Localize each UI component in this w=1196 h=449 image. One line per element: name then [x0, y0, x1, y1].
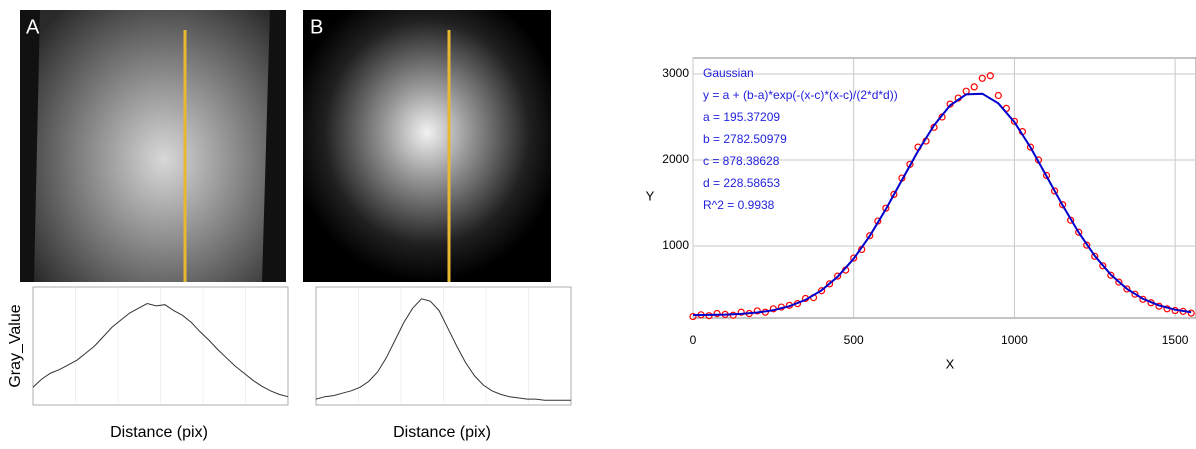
data-point [986, 72, 994, 80]
data-point [753, 307, 761, 315]
panel-label: A [26, 16, 40, 38]
data-point [970, 83, 978, 91]
x-tick-label: 500 [844, 333, 864, 347]
data-point [825, 280, 834, 288]
image-a [34, 10, 270, 282]
y-tick-label: 1000 [662, 238, 689, 252]
data-point [882, 204, 890, 212]
x-tick-label: 1000 [1001, 333, 1028, 347]
data-point [1187, 309, 1195, 317]
fit-annotation: d = 228.58653 [703, 176, 780, 190]
x-tick-label: 0 [690, 333, 697, 347]
profile-line [315, 298, 571, 401]
data-point [866, 232, 874, 240]
data-point [1091, 252, 1099, 260]
data-point [834, 272, 842, 280]
data-point [1107, 271, 1115, 279]
data-point [1083, 241, 1091, 249]
panel-label: B [310, 16, 323, 38]
data-point [1042, 171, 1051, 180]
data-point [1059, 201, 1067, 209]
fit-annotation: R^2 = 0.9938 [703, 198, 775, 212]
data-point [737, 308, 745, 316]
y-axis-label: Y [646, 188, 655, 203]
data-point [1026, 143, 1035, 151]
data-point [994, 91, 1002, 100]
data-point [1010, 117, 1019, 125]
data-point [890, 190, 898, 199]
fit-line [692, 92, 1192, 317]
y-axis-label: Gray_Value [7, 304, 24, 387]
x-tick-label: 1500 [1162, 333, 1189, 347]
image-b [303, 10, 551, 282]
x-axis-label: X [946, 356, 955, 371]
fit-annotation: Gaussian [703, 66, 754, 80]
fit-annotation: c = 878.38628 [703, 154, 780, 168]
fit-annotation: b = 2782.50979 [703, 132, 787, 146]
x-axis-label: Distance (pix) [110, 424, 208, 441]
data-point [689, 312, 697, 321]
data-point [1075, 228, 1083, 236]
y-tick-label: 3000 [662, 66, 689, 80]
y-tick-label: 2000 [662, 152, 689, 166]
data-point [1131, 290, 1139, 298]
profile-line [32, 302, 289, 398]
data-point [850, 254, 858, 262]
data-point [978, 74, 986, 82]
fit-annotation: a = 195.37209 [703, 110, 780, 124]
data-point [1115, 278, 1123, 286]
fit-annotation: y = a + (b-a)*exp(-(x-c)*(x-c)/(2*d*d)) [703, 88, 898, 102]
data-point [1099, 262, 1107, 270]
data-point [817, 287, 826, 295]
data-point [713, 309, 721, 318]
data-point [1123, 285, 1131, 293]
x-axis-label: Distance (pix) [393, 424, 491, 441]
data-point [1050, 187, 1059, 195]
